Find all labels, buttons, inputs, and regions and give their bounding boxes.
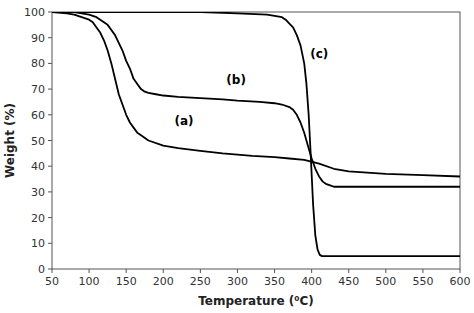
y-tick (48, 140, 52, 141)
x-tick-label: 250 (190, 275, 211, 288)
x-axis: 50 100 150 200 250 300 350 400 450 500 550 600 (45, 269, 471, 288)
y-tick-label: 100 (24, 6, 45, 19)
y-tick-label: 70 (31, 83, 45, 96)
y-tick (48, 243, 52, 244)
annotation: (a) (174, 114, 193, 128)
x-tick (89, 269, 90, 273)
x-tick-label: 200 (153, 275, 174, 288)
x-tick (348, 269, 349, 273)
x-tick-label: 400 (301, 275, 322, 288)
y-tick-label: 80 (31, 57, 45, 70)
x-tick (200, 269, 201, 273)
x-tick (237, 269, 238, 273)
x-tick-label: 550 (412, 275, 433, 288)
x-tick-label: 100 (79, 275, 100, 288)
y-tick (48, 269, 52, 270)
x-tick (52, 269, 53, 273)
line (52, 12, 460, 256)
y-tick (48, 37, 52, 38)
chart: 50 100 150 200 250 300 350 400 450 500 550 600 0 10 20… (0, 0, 474, 313)
annotation: (c) (310, 47, 328, 61)
x-tick (460, 269, 461, 273)
y-tick (48, 12, 52, 13)
x-tick-label: 500 (375, 275, 396, 288)
y-axis: 0 10 20 30 40 50 60 70 80 90 100 (24, 6, 52, 276)
y-tick (48, 191, 52, 192)
y-tick-label: 60 (31, 109, 45, 122)
y-tick-label: 20 (31, 212, 45, 225)
x-tick-label: 150 (116, 275, 137, 288)
line (52, 12, 460, 187)
x-tick (311, 269, 312, 273)
x-tick (163, 269, 164, 273)
y-tick (48, 89, 52, 90)
y-tick-label: 50 (31, 135, 45, 148)
lines (52, 12, 460, 256)
x-tick-label: 50 (45, 275, 59, 288)
y-tick (48, 63, 52, 64)
x-tick (126, 269, 127, 273)
y-tick-label: 40 (31, 160, 45, 173)
x-tick-label: 350 (264, 275, 285, 288)
y-tick-label: 0 (38, 263, 45, 276)
annotation: (b) (226, 73, 246, 87)
x-axis-label: Temperature (⁰C) (198, 294, 314, 308)
y-tick (48, 166, 52, 167)
x-tick (385, 269, 386, 273)
x-tick-label: 450 (338, 275, 359, 288)
plot-frame (52, 12, 460, 269)
x-tick-label: 600 (450, 275, 471, 288)
y-tick-label: 10 (31, 237, 45, 250)
x-tick (422, 269, 423, 273)
y-axis-label: Weight (%) (3, 103, 17, 178)
y-tick-label: 90 (31, 32, 45, 45)
annotations: (a) (b) (c) (174, 47, 328, 128)
y-tick (48, 114, 52, 115)
y-tick (48, 217, 52, 218)
x-tick-label: 300 (227, 275, 248, 288)
line (52, 12, 460, 176)
y-tick-label: 30 (31, 186, 45, 199)
x-tick (274, 269, 275, 273)
